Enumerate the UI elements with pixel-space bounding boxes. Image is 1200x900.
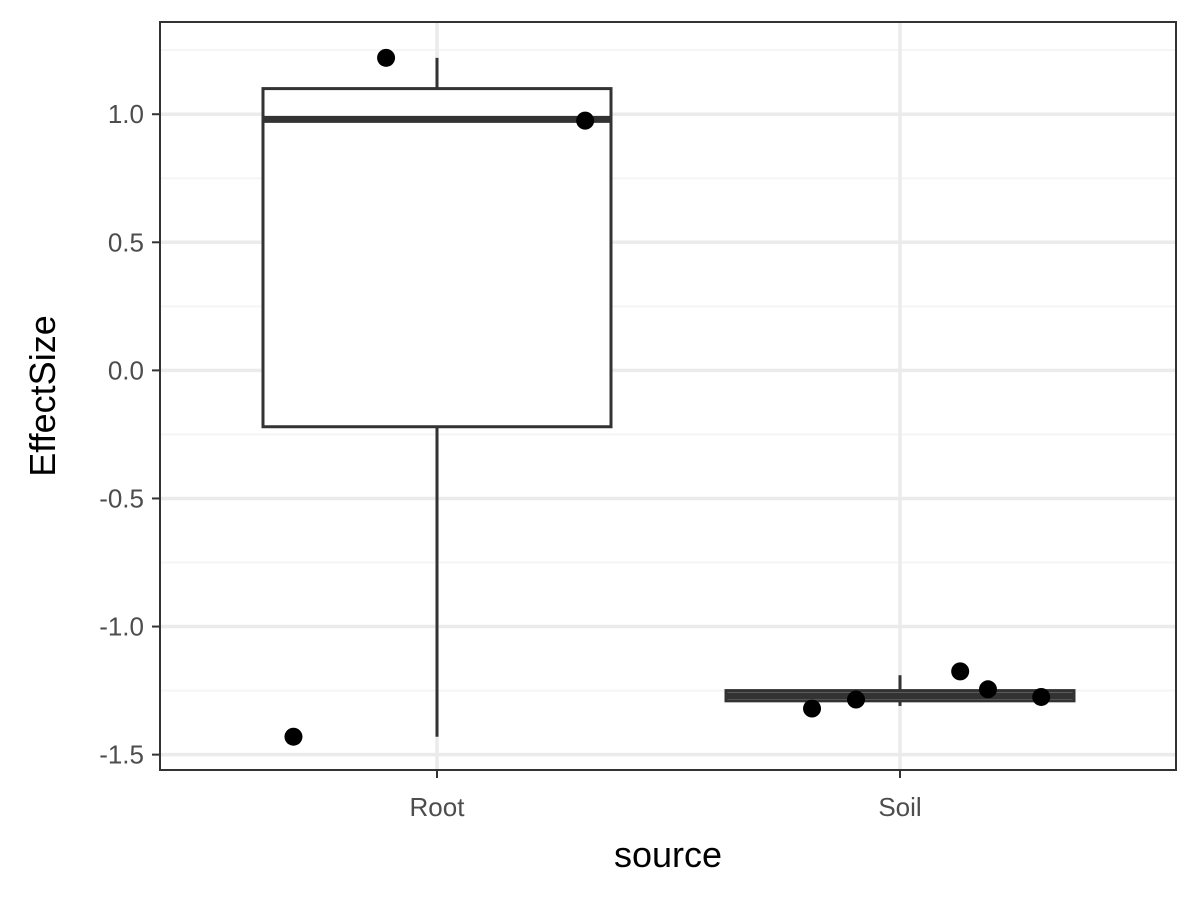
box-root-iqr xyxy=(261,87,613,429)
data-point xyxy=(978,680,997,699)
data-point xyxy=(847,690,866,709)
data-point xyxy=(284,727,303,746)
axis-layer: 1.0 0.5 0.0 -0.5 -1.0 -1.5 Root Soil xyxy=(99,99,921,822)
box-layer xyxy=(261,57,1076,737)
x-tick-label: Soil xyxy=(878,792,921,822)
panel-border xyxy=(159,21,1177,771)
y-tick-label: 0.5 xyxy=(108,227,144,257)
data-point xyxy=(576,111,595,130)
y-tick-label: -0.5 xyxy=(99,483,144,513)
y-tick-label: 0.0 xyxy=(108,355,144,385)
x-axis-title: source xyxy=(614,834,722,875)
y-tick-label: -1.5 xyxy=(99,740,144,770)
point-layer xyxy=(284,48,1051,746)
data-point xyxy=(951,662,970,681)
data-point xyxy=(803,699,822,718)
y-tick-label: 1.0 xyxy=(108,99,144,129)
data-point xyxy=(377,48,396,67)
data-point xyxy=(1032,687,1051,706)
y-tick-label: -1.0 xyxy=(99,612,144,642)
y-axis-title: EffectSize xyxy=(22,315,63,476)
x-tick-label: Root xyxy=(410,792,466,822)
